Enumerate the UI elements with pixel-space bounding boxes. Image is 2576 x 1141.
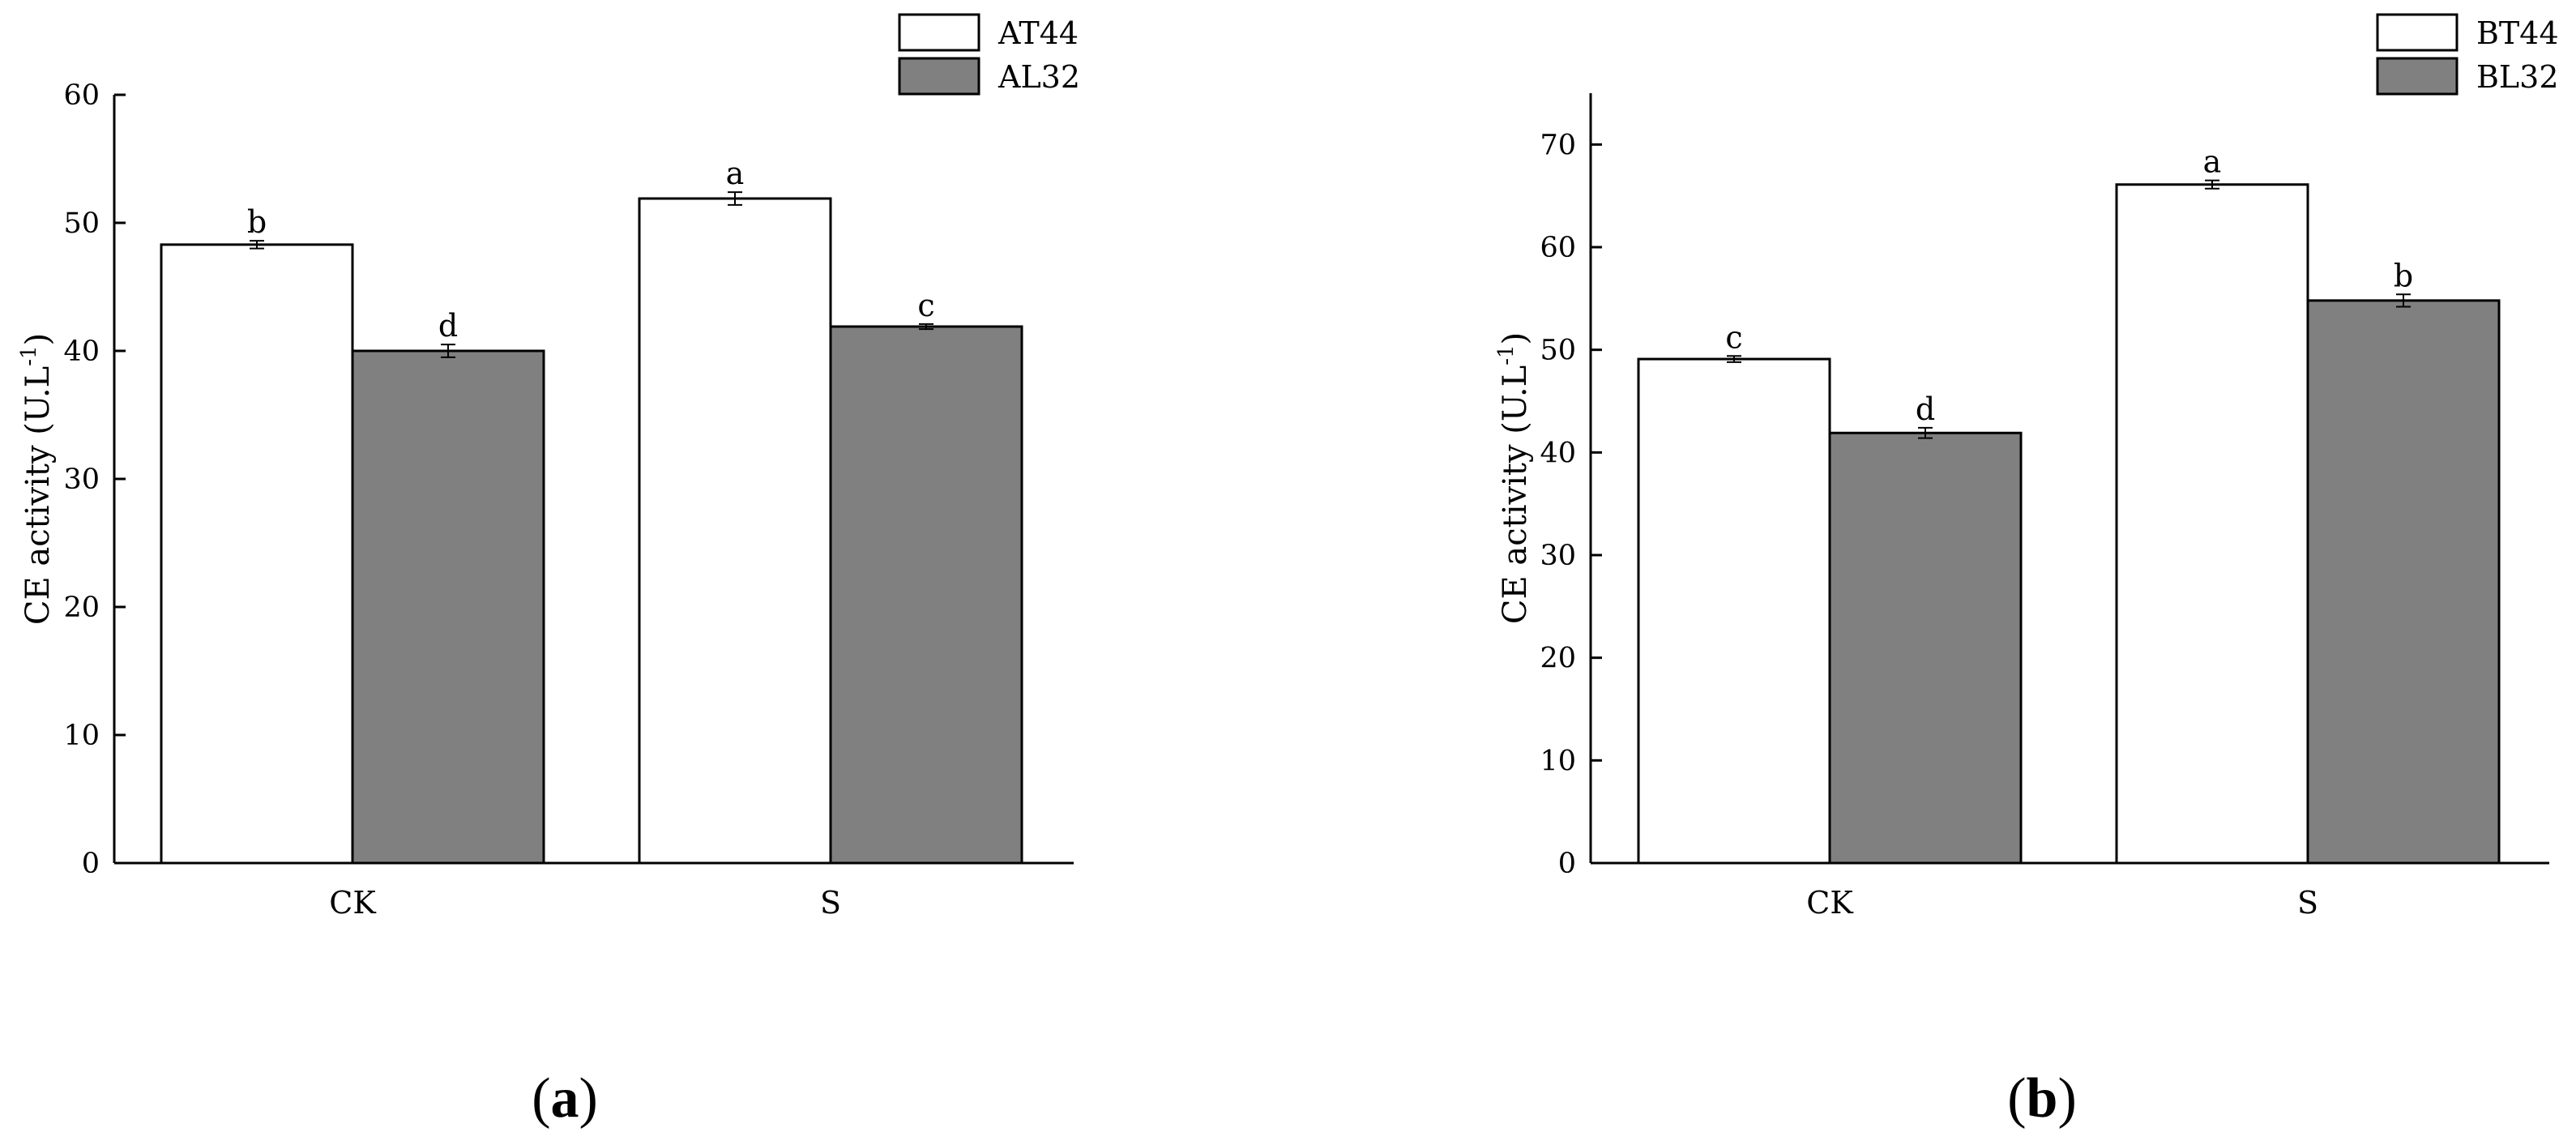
y-tick-label: 40: [1540, 437, 1576, 469]
x-category-label: S: [820, 885, 841, 921]
legend-label: BL32: [2476, 59, 2559, 95]
y-tick-label: 60: [1540, 232, 1576, 264]
x-category-label: CK: [329, 885, 376, 921]
panel-label-open-paren: (: [532, 1067, 550, 1130]
y-tick-label: 10: [63, 720, 100, 752]
y-tick-label: 30: [1540, 540, 1576, 572]
y-tick-label: 60: [63, 79, 100, 112]
chart-panel-b: 0 10 20 30 40 50 60 70 CE activity (U.L-1) c d CK a b…: [1494, 13, 2559, 1130]
bar-at44-ck: [160, 243, 354, 865]
panel-label-close-paren: ): [579, 1067, 598, 1130]
y-axis-title-superscript: -1: [17, 345, 41, 365]
bar-bl32-s: [2306, 299, 2501, 865]
y-axis-title-close: ): [1497, 332, 1534, 345]
y-tick-label: 10: [1540, 745, 1576, 777]
significance-letter: d: [1916, 391, 1935, 427]
legend-label: AT44: [998, 15, 1079, 51]
panel-label: (b): [2007, 1067, 2077, 1130]
bar-at44-s: [638, 197, 832, 865]
significance-letter: d: [438, 308, 458, 344]
y-tick-label: 30: [63, 464, 100, 496]
y-tick-label: 0: [1558, 848, 1576, 880]
y-tick-label: 20: [1540, 643, 1576, 675]
bar-al32-ck: [351, 349, 545, 865]
chart-panel-a: 0 10 20 30 40 50 60 CE activity (U.L-1) b d CK a c S A…: [17, 13, 1080, 1130]
legend-swatch: [2376, 13, 2459, 52]
y-axis-title-main: CE activity (U.L: [19, 366, 57, 625]
y-axis-title-close: ): [19, 333, 57, 346]
legend-swatch: [898, 57, 980, 96]
significance-letter: b: [2394, 258, 2413, 293]
y-axis-title: CE activity (U.L-1): [1494, 332, 1534, 624]
panel-label-letter: b: [2027, 1067, 2058, 1130]
legend-label: AL32: [998, 59, 1080, 95]
y-axis-title: CE activity (U.L-1): [17, 333, 57, 625]
legend-swatch: [898, 13, 980, 52]
y-tick-label: 50: [63, 207, 100, 240]
panel-label: (a): [532, 1067, 598, 1130]
y-axis-title-superscript: -1: [1494, 344, 1519, 365]
significance-letter: c: [1725, 319, 1742, 355]
y-tick-label: 50: [1540, 335, 1576, 367]
significance-letter: a: [726, 156, 745, 191]
significance-letter: c: [917, 288, 934, 323]
panel-label-open-paren: (: [2007, 1067, 2026, 1130]
legend-swatch: [2376, 57, 2459, 96]
x-category-label: CK: [1806, 885, 1853, 921]
legend-label: BT44: [2476, 15, 2559, 51]
bar-al32-s: [829, 325, 1023, 865]
panel-label-letter: a: [551, 1067, 579, 1130]
bar-bt44-s: [2115, 183, 2309, 865]
y-tick-label: 0: [82, 848, 100, 880]
panel-label-close-paren: ): [2057, 1067, 2076, 1130]
y-axis-title-main: CE activity (U.L: [1497, 365, 1534, 624]
y-tick-label: 40: [63, 335, 100, 368]
x-category-label: S: [2297, 885, 2318, 921]
y-tick-label: 20: [63, 592, 100, 624]
bar-bl32-ck: [1828, 431, 2023, 865]
bar-bt44-ck: [1637, 357, 1831, 865]
significance-letter: a: [2203, 144, 2222, 180]
significance-letter: b: [247, 204, 267, 240]
y-tick-label: 70: [1540, 129, 1576, 161]
